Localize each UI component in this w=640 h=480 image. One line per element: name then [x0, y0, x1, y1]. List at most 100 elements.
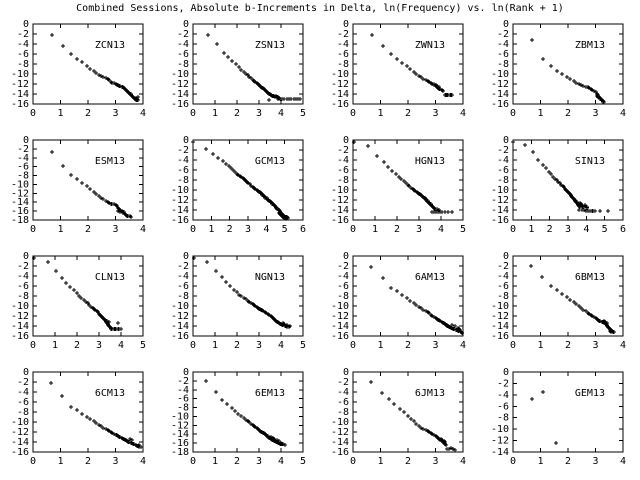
series-label: ESM13 [95, 156, 125, 167]
x-tick-label: 4 [620, 108, 626, 119]
y-tick-label: -12 [11, 79, 29, 90]
y-tick-label: -10 [331, 69, 349, 80]
x-tick-label: 6 [620, 224, 626, 235]
x-tick-label: 1 [212, 456, 218, 467]
y-tick-label: -2 [177, 376, 189, 387]
y-tick-label: -16 [171, 215, 189, 226]
y-tick-label: -4 [337, 271, 349, 282]
x-tick-label: 3 [432, 456, 438, 467]
y-tick-label: -8 [497, 291, 509, 302]
y-tick-label: 0 [503, 135, 509, 146]
y-tick-label: -12 [171, 420, 189, 431]
x-tick-label: 0 [350, 456, 356, 467]
x-tick-label: 3 [592, 108, 598, 119]
y-tick-label: -8 [17, 171, 29, 182]
y-tick-label: -4 [177, 385, 189, 396]
y-tick-label: -6 [17, 281, 29, 292]
x-tick-label: 3 [112, 456, 118, 467]
x-tick-label: 4 [118, 340, 124, 351]
x-tick-label: 1 [377, 340, 383, 351]
y-tick-label: -8 [177, 403, 189, 414]
series-label: 6AM13 [415, 272, 445, 283]
y-tick-label: -2 [337, 29, 349, 40]
x-tick-label: 5 [300, 456, 306, 467]
y-tick-label: -12 [331, 195, 349, 206]
y-tick-label: -2 [497, 145, 509, 156]
x-tick-label: 4 [278, 340, 284, 351]
y-tick-label: -2 [177, 145, 189, 156]
y-tick-label: -16 [11, 99, 29, 110]
x-tick-label: 3 [592, 340, 598, 351]
y-tick-label: -4 [17, 153, 29, 164]
y-tick-label: 0 [343, 367, 349, 378]
axis-ticks [352, 371, 464, 453]
x-tick-label: 3 [432, 108, 438, 119]
y-tick-label: -14 [11, 437, 29, 448]
x-tick-label: 4 [620, 340, 626, 351]
data-points [529, 264, 616, 334]
y-tick-label: -18 [11, 215, 29, 226]
y-tick-label: -6 [337, 165, 349, 176]
x-tick-label: 1 [372, 224, 378, 235]
y-tick-label: -2 [17, 261, 29, 272]
y-tick-label: -6 [177, 281, 189, 292]
plot-border [192, 255, 304, 337]
x-tick-label: 5 [460, 224, 466, 235]
y-tick-label: -14 [331, 321, 349, 332]
y-tick-label: -4 [177, 39, 189, 50]
y-tick-label: -6 [497, 165, 509, 176]
x-tick-label: 4 [140, 224, 146, 235]
data-points [204, 379, 287, 447]
y-tick-label: -10 [491, 69, 509, 80]
y-tick-label: -8 [337, 59, 349, 70]
y-tick-label: -14 [11, 197, 29, 208]
y-tick-label: -6 [337, 397, 349, 408]
x-tick-label: 0 [510, 456, 516, 467]
x-tick-label: 3 [565, 224, 571, 235]
x-tick-label: 1 [212, 108, 218, 119]
data-points [530, 390, 558, 445]
y-tick-label: 0 [183, 367, 189, 378]
y-tick-label: -4 [17, 271, 29, 282]
series-label: 6BM13 [575, 272, 605, 283]
x-tick-label: 2 [405, 340, 411, 351]
y-tick-label: -10 [491, 185, 509, 196]
y-tick-label: -8 [337, 175, 349, 186]
y-tick-label: -6 [17, 162, 29, 173]
x-tick-label: 3 [592, 456, 598, 467]
y-tick-label: -12 [491, 79, 509, 90]
y-tick-label: -10 [171, 69, 189, 80]
y-tick-label: -16 [491, 99, 509, 110]
x-tick-label: 4 [438, 224, 444, 235]
x-tick-label: 0 [30, 108, 36, 119]
series-label: GCM13 [255, 156, 285, 167]
series-label: GEM13 [575, 388, 605, 399]
x-tick-label: 2 [85, 224, 91, 235]
x-tick-label: 2 [405, 456, 411, 467]
y-tick-label: -8 [497, 413, 509, 424]
series-label: HGN13 [415, 156, 445, 167]
series-label: ZBM13 [575, 40, 605, 51]
y-tick-label: -8 [17, 291, 29, 302]
data-points [206, 33, 302, 102]
series-label: NGN13 [255, 272, 285, 283]
axis-ticks [192, 139, 304, 221]
x-tick-label: 4 [460, 108, 466, 119]
y-tick-label: -2 [337, 377, 349, 388]
x-tick-label: 4 [263, 224, 269, 235]
plot-border [352, 255, 464, 337]
x-tick-label: 0 [30, 456, 36, 467]
y-tick-label: -10 [491, 301, 509, 312]
axis-ticks [192, 371, 304, 453]
y-tick-label: -2 [177, 261, 189, 272]
x-tick-label: 1 [377, 456, 383, 467]
y-tick-label: -10 [331, 301, 349, 312]
y-tick-label: -10 [331, 185, 349, 196]
series-label: ZWN13 [415, 40, 445, 51]
x-tick-label: 2 [234, 456, 240, 467]
plot-border [32, 139, 144, 221]
